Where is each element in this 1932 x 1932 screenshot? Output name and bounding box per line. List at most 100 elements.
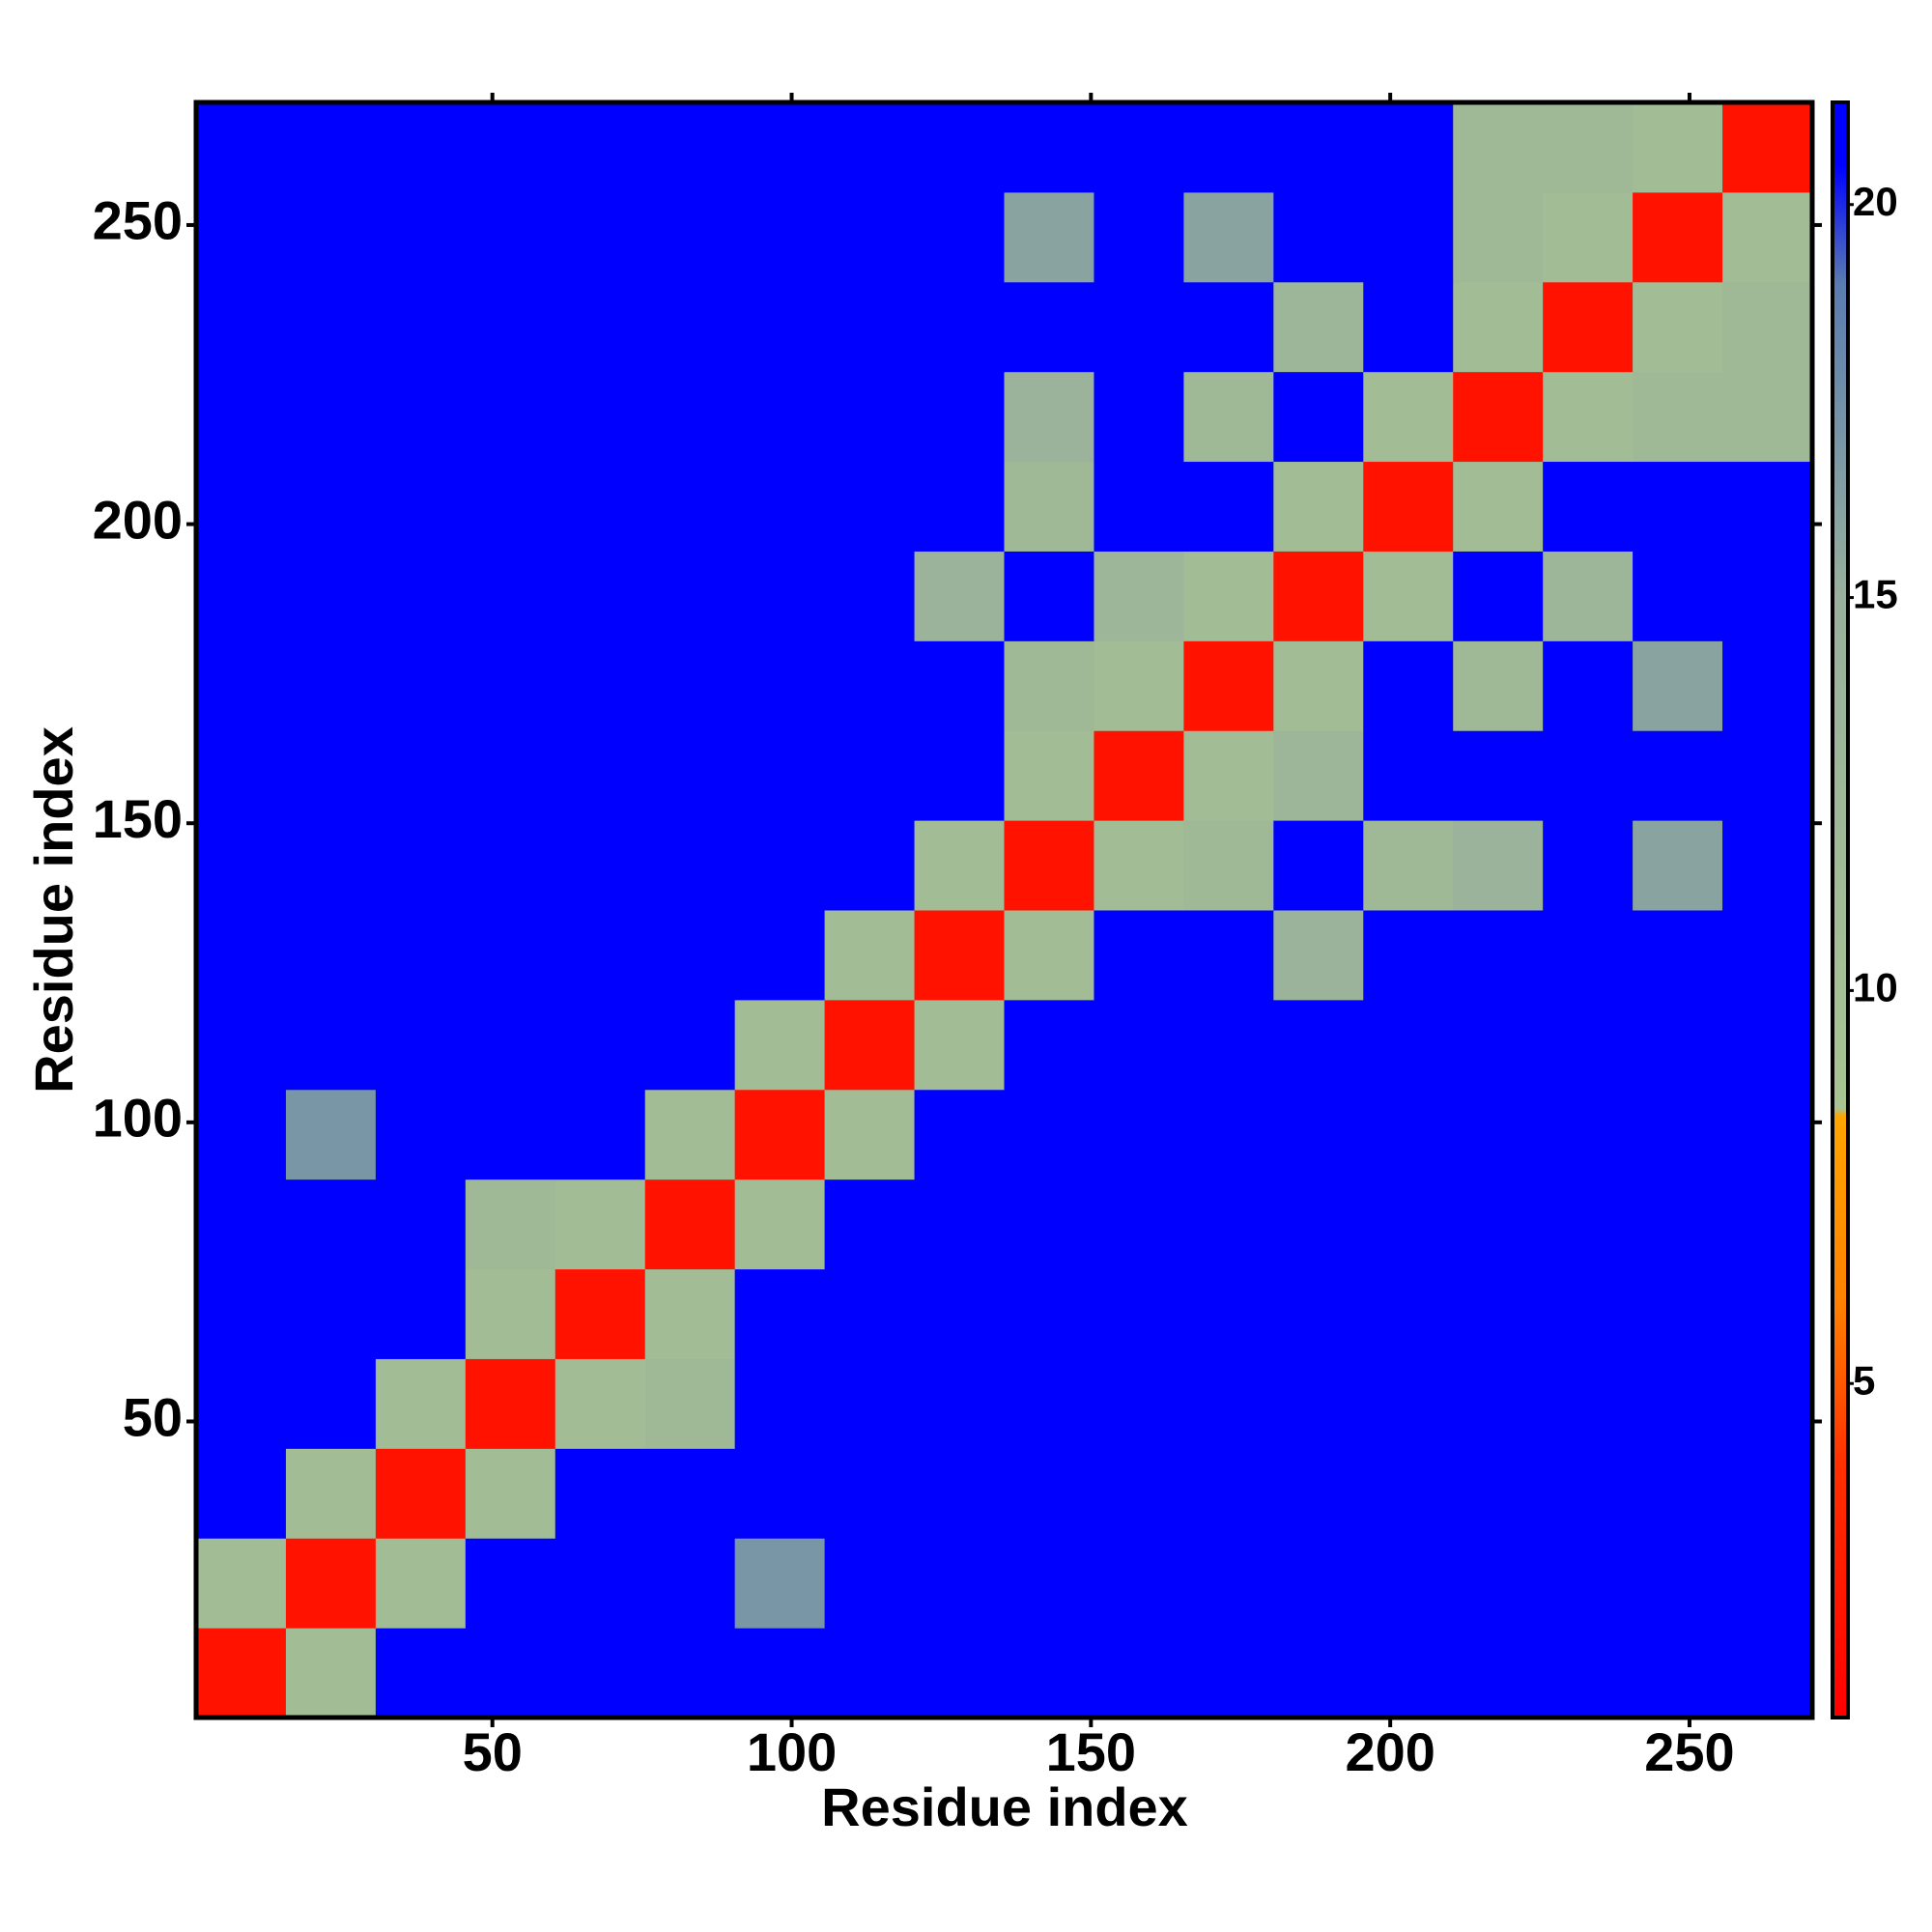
cell	[375, 820, 467, 911]
cell	[1004, 910, 1094, 1001]
cell	[554, 1179, 646, 1270]
cell	[1543, 1268, 1634, 1359]
cell	[824, 1448, 916, 1539]
cell	[465, 640, 556, 731]
cell	[644, 999, 736, 1091]
cell	[554, 1448, 646, 1539]
cell	[1363, 371, 1454, 463]
cell	[554, 730, 646, 821]
cell	[375, 551, 467, 641]
cell	[1363, 640, 1454, 731]
cell	[196, 191, 287, 283]
cell	[824, 371, 916, 463]
cell	[465, 820, 556, 911]
cell	[734, 1628, 826, 1719]
cell	[554, 820, 646, 911]
cell	[196, 1268, 287, 1359]
cell	[1543, 1628, 1634, 1719]
cell	[1722, 461, 1813, 552]
cell	[1094, 730, 1184, 821]
cell	[465, 730, 556, 821]
cell	[1363, 820, 1454, 911]
cell	[1094, 281, 1184, 373]
cell	[1453, 730, 1544, 821]
cell	[1183, 281, 1274, 373]
cell	[1094, 1089, 1184, 1180]
cell	[1183, 1448, 1274, 1539]
cell	[1453, 371, 1544, 463]
cell	[465, 1179, 556, 1270]
cell	[196, 1358, 287, 1449]
cell	[1183, 1358, 1274, 1449]
cell	[1453, 191, 1544, 283]
cell	[1633, 461, 1723, 552]
cell	[734, 102, 826, 193]
cell	[914, 1448, 1005, 1539]
cell	[1633, 1268, 1723, 1359]
cell	[1004, 1089, 1094, 1180]
cell	[1273, 551, 1364, 641]
cell	[644, 1448, 736, 1539]
cell	[1094, 1448, 1184, 1539]
cell	[644, 910, 736, 1001]
cell	[1453, 999, 1544, 1091]
cell	[1363, 1448, 1454, 1539]
cell	[196, 1628, 287, 1719]
cell	[644, 1628, 736, 1719]
cell	[1183, 1179, 1274, 1270]
cell	[914, 640, 1005, 731]
cell	[1004, 640, 1094, 731]
cell	[734, 730, 826, 821]
cell	[1453, 1089, 1544, 1180]
cell	[1183, 371, 1274, 463]
cell	[1004, 730, 1094, 821]
cell	[734, 1089, 826, 1180]
cell	[914, 1179, 1005, 1270]
cell	[285, 1358, 377, 1449]
cell	[1722, 1089, 1813, 1180]
cell	[824, 102, 916, 193]
cell	[1004, 1268, 1094, 1359]
cell	[1363, 730, 1454, 821]
cell	[734, 191, 826, 283]
cell	[1273, 102, 1364, 193]
cell	[1183, 640, 1274, 731]
cell	[196, 551, 287, 641]
cell	[196, 640, 287, 731]
cell	[465, 371, 556, 463]
cell	[465, 999, 556, 1091]
cell	[1273, 191, 1364, 283]
cell	[554, 1268, 646, 1359]
cell	[375, 1268, 467, 1359]
cell	[375, 102, 467, 193]
cell	[1722, 551, 1813, 641]
cell	[914, 999, 1005, 1091]
cell	[1543, 461, 1634, 552]
cell	[1543, 551, 1634, 641]
cell	[1004, 371, 1094, 463]
cell	[1004, 1358, 1094, 1449]
cell	[1363, 1358, 1454, 1449]
cell	[1363, 281, 1454, 373]
cell	[1633, 281, 1723, 373]
cell	[285, 820, 377, 911]
cell	[1363, 102, 1454, 193]
cell	[1004, 1448, 1094, 1539]
cell	[285, 1628, 377, 1719]
cell	[1273, 1268, 1364, 1359]
cell	[285, 999, 377, 1091]
cell	[1453, 1538, 1544, 1629]
cell	[1633, 730, 1723, 821]
cell	[196, 999, 287, 1091]
cell	[1453, 910, 1544, 1001]
cell	[554, 551, 646, 641]
cell	[465, 1268, 556, 1359]
cell	[914, 1358, 1005, 1449]
cell	[1363, 999, 1454, 1091]
cell	[1453, 640, 1544, 731]
cell	[1722, 640, 1813, 731]
cell	[465, 1448, 556, 1539]
cell	[1453, 1179, 1544, 1270]
cell	[375, 910, 467, 1001]
cell	[465, 910, 556, 1001]
